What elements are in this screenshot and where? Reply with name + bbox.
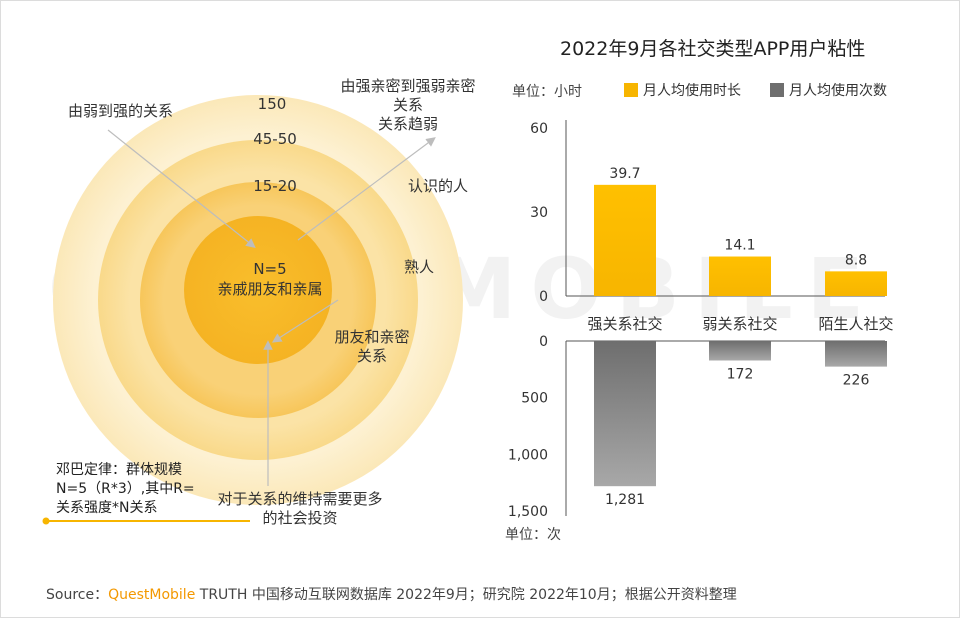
friends-label-1: 朋友和亲密 <box>334 328 410 346</box>
bar-count-2 <box>825 341 887 367</box>
category-label-2: 陌生人社交 <box>818 315 893 333</box>
source-rest: TRUTH 中国移动互联网数据库 2022年9月；研究院 2022年10月；根据… <box>195 587 737 603</box>
bar-time-0 <box>594 184 656 296</box>
legend-label-count: 月人均使用次数 <box>789 83 887 99</box>
data-label-count-1: 172 <box>727 366 754 382</box>
category-label-0: 强关系社交 <box>587 315 662 333</box>
arrow-right-label-1: 由强亲密到强弱亲密 <box>340 77 476 95</box>
dunbar-law-line-1: 邓巴定律：群体规模 <box>56 462 182 478</box>
bottom-tick-label: 1,000 <box>508 447 548 463</box>
friends-label-2: 关系 <box>356 347 388 365</box>
bottom-tick-label: 1,500 <box>508 504 548 520</box>
ring-label-150: 150 <box>257 95 287 113</box>
center-label: 亲戚朋友和亲属 <box>217 280 323 298</box>
legend-count: 月人均使用次数 <box>770 80 887 100</box>
zipf-dot <box>42 517 50 525</box>
data-label-time-2: 8.8 <box>845 252 867 268</box>
ring-label-5: N=5 <box>253 260 287 278</box>
investment-label-1: 对于关系的维持需要更多 <box>217 490 383 508</box>
investment-label-2: 的社会投资 <box>262 509 338 527</box>
ring-label-15-20: 15-20 <box>253 177 297 195</box>
legend-label-time: 月人均使用时长 <box>643 83 741 99</box>
bar-count-0 <box>594 341 656 487</box>
ring-5 <box>184 216 332 364</box>
legend-swatch-count <box>770 83 784 97</box>
top-tick-label: 60 <box>530 121 548 137</box>
label-acquaintance: 认识的人 <box>408 177 469 195</box>
top-tick-label: 30 <box>530 205 548 221</box>
bar-time-1 <box>709 256 771 296</box>
chart-title: 2022年9月各社交类型APP用户粘性 <box>560 38 866 60</box>
legend-swatch-time <box>624 83 638 97</box>
dunbar-law-note: 邓巴定律：群体规模 N=5（R*3）,其中R= 关系强度*N关系 <box>56 461 195 518</box>
dunbar-circles <box>42 95 463 525</box>
arrow-strong-to-weak <box>297 137 436 241</box>
label-familiar: 熟人 <box>404 258 435 276</box>
data-label-count-0: 1,281 <box>605 492 645 508</box>
arrow-left-label: 由弱到强的关系 <box>68 102 174 120</box>
unit-bottom: 单位：次 <box>505 527 561 543</box>
ring-label-45-50: 45-50 <box>253 130 297 148</box>
top-tick-label: 0 <box>539 289 548 305</box>
source-brand: QuestMobile <box>108 587 196 603</box>
data-label-time-1: 14.1 <box>724 238 755 254</box>
bottom-tick-label: 0 <box>539 334 548 350</box>
bottom-tick-label: 500 <box>521 391 548 407</box>
dunbar-law-line-3: 关系强度*N关系 <box>56 500 158 516</box>
category-label-1: 弱关系社交 <box>702 315 777 333</box>
source-note: Source：QuestMobile TRUTH 中国移动互联网数据库 2022… <box>46 584 737 604</box>
data-label-time-0: 39.7 <box>609 166 640 182</box>
pointer-friends <box>271 299 339 343</box>
legend-time: 月人均使用时长 <box>624 80 741 100</box>
unit-top: 单位：小时 <box>512 84 582 100</box>
arrow-weak-to-strong <box>107 129 256 248</box>
dunbar-law-line-2: N=5（R*3）,其中R= <box>56 481 195 497</box>
bar-time-2 <box>825 271 887 296</box>
source-prefix: Source： <box>46 587 109 603</box>
arrow-right-label-3: 关系趋弱 <box>377 115 439 133</box>
bar-count-1 <box>709 341 771 361</box>
data-label-count-2: 226 <box>843 373 870 389</box>
arrow-right-label-2: 关系 <box>392 96 424 114</box>
